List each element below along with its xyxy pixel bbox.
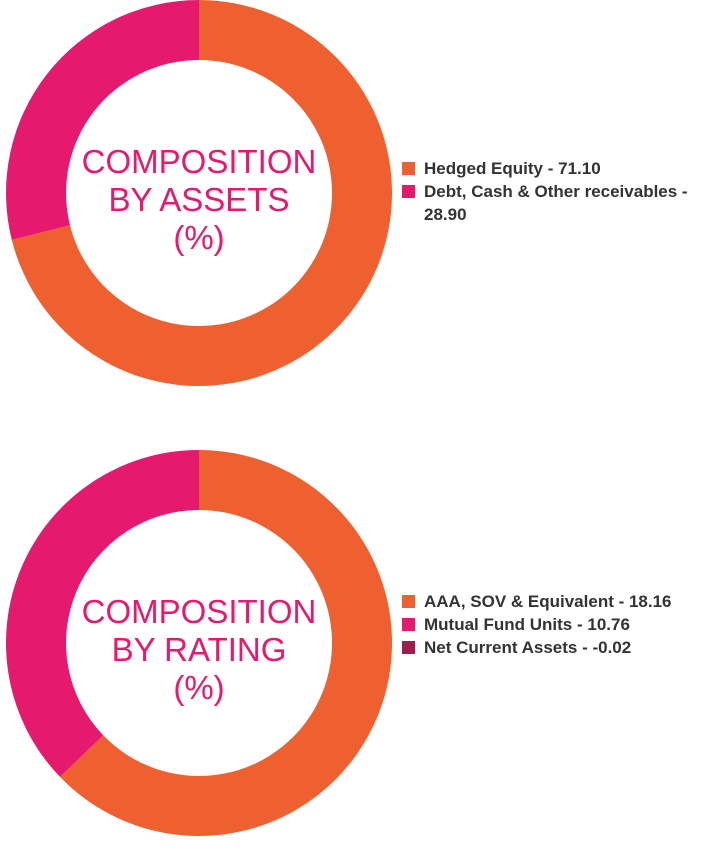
legend-swatch <box>402 595 415 608</box>
center-label-line-1: COMPOSITION <box>81 143 317 180</box>
legend-item-aaa-sov: AAA, SOV & Equivalent - 18.16 <box>402 590 707 613</box>
center-label-line-2: BY RATING <box>111 631 287 668</box>
assets-center-label: COMPOSITION BY ASSETS (%) <box>40 0 358 400</box>
donut-slice-1 <box>6 450 199 777</box>
legend-swatch <box>402 185 415 198</box>
donut-slice-1 <box>5 0 199 240</box>
legend-label: Net Current Assets - -0.02 <box>424 638 632 657</box>
legend-label: Mutual Fund Units - 10.76 <box>424 615 630 634</box>
rating-legend: AAA, SOV & Equivalent - 18.16 Mutual Fun… <box>402 590 707 659</box>
center-label-line-1: COMPOSITION <box>81 593 317 630</box>
assets-donut-svg <box>5 0 393 386</box>
legend-swatch <box>402 162 415 175</box>
legend-label: Hedged Equity - 71.10 <box>424 159 601 178</box>
center-label-line-3: (%) <box>173 669 225 706</box>
center-label-line-3: (%) <box>173 219 225 256</box>
rating-donut-svg <box>6 450 393 836</box>
assets-donut-chart: COMPOSITION BY ASSETS (%) <box>0 0 400 400</box>
legend-swatch <box>402 618 415 631</box>
donut-slice-0 <box>60 450 393 836</box>
legend-item-hedged-equity: Hedged Equity - 71.10 <box>402 157 707 180</box>
center-label-line-2: BY ASSETS <box>108 181 290 218</box>
legend-label: Debt, Cash & Other receivables - 28.90 <box>424 182 688 224</box>
assets-legend: Hedged Equity - 71.10 Debt, Cash & Other… <box>402 157 707 226</box>
legend-item-debt-cash: Debt, Cash & Other receivables - 28.90 <box>402 180 707 226</box>
legend-item-mutual-fund-units: Mutual Fund Units - 10.76 <box>402 613 707 636</box>
legend-item-net-current-assets: Net Current Assets - -0.02 <box>402 636 707 659</box>
rating-donut-chart: COMPOSITION BY RATING (%) <box>0 450 400 850</box>
donut-slice-0 <box>11 0 393 386</box>
legend-swatch <box>402 641 415 654</box>
rating-center-label: COMPOSITION BY RATING (%) <box>40 450 358 850</box>
legend-label: AAA, SOV & Equivalent - 18.16 <box>424 592 672 611</box>
